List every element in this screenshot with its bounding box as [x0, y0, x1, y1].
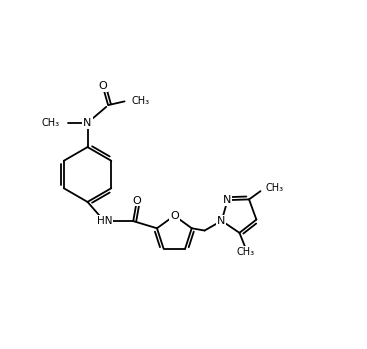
Text: HN: HN [97, 216, 113, 226]
Text: CH₃: CH₃ [237, 246, 255, 257]
Text: CH₃: CH₃ [265, 183, 283, 193]
Text: O: O [98, 81, 107, 91]
Text: CH₃: CH₃ [132, 96, 150, 106]
Text: N: N [83, 118, 92, 128]
Text: O: O [170, 211, 179, 221]
Text: CH₃: CH₃ [42, 118, 60, 128]
Text: N: N [222, 195, 231, 205]
Text: N: N [217, 216, 225, 226]
Text: O: O [132, 195, 141, 206]
